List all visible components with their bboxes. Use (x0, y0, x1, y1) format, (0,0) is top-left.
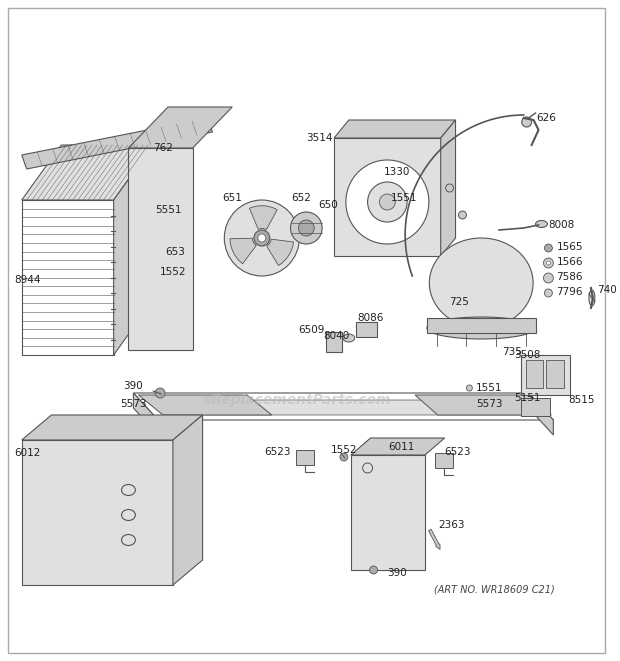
Polygon shape (267, 239, 293, 266)
Text: 1330: 1330 (383, 167, 410, 177)
Circle shape (254, 230, 270, 246)
Circle shape (258, 234, 266, 242)
Circle shape (546, 261, 551, 265)
Text: 8008: 8008 (549, 220, 575, 230)
Ellipse shape (536, 221, 547, 227)
Polygon shape (529, 393, 554, 435)
Bar (521, 398, 551, 416)
Ellipse shape (343, 334, 355, 342)
Text: 762: 762 (153, 143, 173, 153)
Polygon shape (22, 200, 113, 355)
Polygon shape (173, 415, 203, 585)
Polygon shape (249, 206, 277, 229)
Bar (326, 332, 342, 352)
Text: 725: 725 (450, 297, 469, 307)
Polygon shape (133, 393, 158, 435)
Ellipse shape (429, 238, 533, 328)
Text: 7586: 7586 (556, 272, 583, 282)
Text: 1565: 1565 (556, 242, 583, 252)
Circle shape (298, 220, 314, 236)
Text: 650: 650 (318, 200, 338, 210)
Text: 1552: 1552 (331, 445, 358, 455)
Circle shape (155, 388, 165, 398)
Polygon shape (351, 455, 425, 570)
Text: 653: 653 (165, 247, 185, 257)
Circle shape (291, 212, 322, 244)
Ellipse shape (589, 290, 595, 306)
Text: 5573: 5573 (476, 399, 503, 409)
Text: 6012: 6012 (14, 448, 40, 458)
Text: 651: 651 (223, 193, 242, 203)
Circle shape (224, 200, 299, 276)
Circle shape (446, 184, 454, 192)
Circle shape (544, 258, 554, 268)
Bar (546, 360, 564, 388)
Polygon shape (441, 120, 456, 256)
Circle shape (466, 385, 472, 391)
FancyArrow shape (428, 529, 440, 549)
Polygon shape (22, 415, 203, 440)
Text: 1551: 1551 (476, 383, 503, 393)
Polygon shape (351, 438, 445, 455)
Bar (334, 138, 441, 256)
Polygon shape (22, 145, 153, 200)
Polygon shape (415, 395, 551, 415)
Bar (427, 318, 536, 333)
Polygon shape (230, 238, 256, 264)
Text: 5151: 5151 (514, 393, 541, 403)
Text: 1551: 1551 (391, 193, 417, 203)
Text: 390: 390 (388, 568, 407, 578)
Text: 8944: 8944 (14, 275, 40, 285)
Bar (526, 360, 544, 388)
Circle shape (522, 117, 531, 127)
Polygon shape (435, 453, 453, 468)
Text: 1552: 1552 (160, 267, 187, 277)
Bar (521, 355, 570, 395)
Text: 8086: 8086 (358, 313, 384, 323)
Polygon shape (113, 145, 153, 355)
Polygon shape (128, 107, 232, 148)
Text: 6509: 6509 (298, 325, 325, 335)
Polygon shape (128, 148, 193, 350)
Text: (ART NO. WR18609 C21): (ART NO. WR18609 C21) (434, 585, 554, 595)
Text: 3508: 3508 (514, 350, 540, 360)
Text: 5551: 5551 (155, 205, 182, 215)
Text: 6523: 6523 (264, 447, 290, 457)
Text: 652: 652 (291, 193, 311, 203)
Text: 8515: 8515 (568, 395, 595, 405)
Polygon shape (138, 395, 272, 415)
Text: 3514: 3514 (306, 133, 333, 143)
Text: 740: 740 (597, 285, 616, 295)
Circle shape (368, 182, 407, 222)
Polygon shape (22, 440, 173, 585)
Text: 5573: 5573 (120, 399, 147, 409)
Polygon shape (296, 450, 314, 465)
Ellipse shape (427, 317, 536, 339)
Circle shape (370, 566, 378, 574)
Text: 6011: 6011 (388, 442, 415, 452)
Circle shape (459, 211, 466, 219)
Text: 626: 626 (536, 113, 556, 123)
Polygon shape (334, 120, 456, 138)
Circle shape (544, 289, 552, 297)
Text: 8040: 8040 (323, 331, 350, 341)
Circle shape (379, 194, 396, 210)
Text: 735: 735 (502, 347, 522, 357)
Text: 2363: 2363 (439, 520, 465, 530)
Polygon shape (22, 118, 213, 169)
Text: 7796: 7796 (556, 287, 583, 297)
Circle shape (544, 273, 554, 283)
Bar (356, 322, 378, 337)
Text: 6523: 6523 (445, 447, 471, 457)
Text: 390: 390 (123, 381, 143, 391)
Polygon shape (163, 400, 541, 415)
Text: eReplacementParts.com: eReplacementParts.com (202, 393, 391, 407)
Circle shape (544, 244, 552, 252)
Text: 1566: 1566 (556, 257, 583, 267)
Circle shape (340, 453, 348, 461)
Circle shape (346, 160, 429, 244)
